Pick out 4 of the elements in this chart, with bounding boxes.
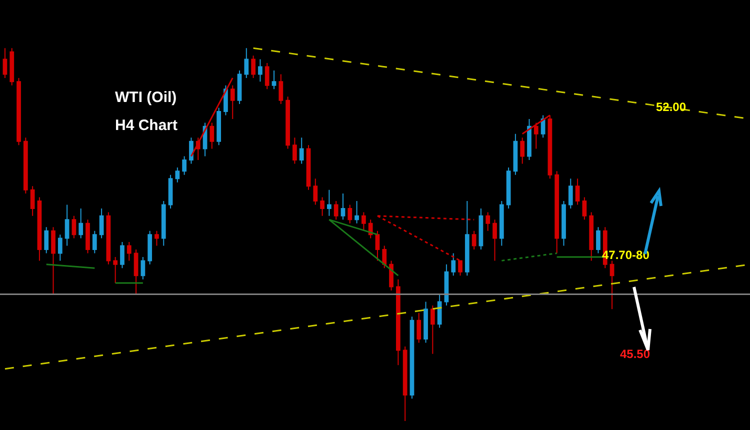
text: H4 Chart — [115, 117, 178, 134]
annotation: 52.00 — [656, 100, 686, 114]
annotation: 45.50 — [620, 347, 650, 361]
text: WTI (Oil) — [115, 89, 177, 106]
